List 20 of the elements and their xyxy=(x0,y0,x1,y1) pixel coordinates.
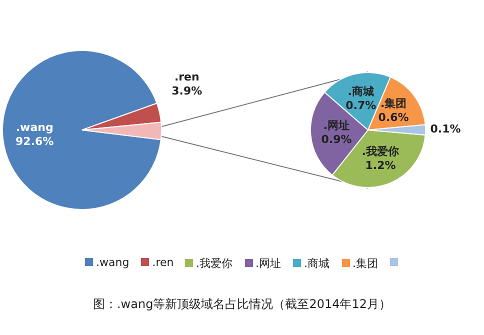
legend-label: .网址 xyxy=(254,256,281,271)
slice-label: .wang xyxy=(16,121,54,134)
legend-label: .我爱你 xyxy=(195,256,232,271)
data-label: 0.6% xyxy=(378,111,409,124)
data-label: 92.6% xyxy=(16,135,54,148)
data-label: 0.9% xyxy=(321,132,352,146)
data-label: 0.1% xyxy=(430,122,461,136)
legend-label: .wang xyxy=(95,256,130,269)
legend-label: .集团 xyxy=(352,256,378,271)
legend-label: .ren xyxy=(151,256,174,269)
data-label: 1.2% xyxy=(365,158,396,172)
data-label: 0.7% xyxy=(346,99,376,112)
text: 图：.wang等新顶级域名占比情况（截至2014年12月） xyxy=(92,296,392,313)
data-label: 3.9% xyxy=(172,84,202,98)
slice-label: .集团 xyxy=(380,97,407,110)
slice-label: .我爱你 xyxy=(362,144,400,158)
slice-label: .网址 xyxy=(323,118,350,132)
legend-label: .商城 xyxy=(303,256,330,271)
slice-label: .商城 xyxy=(348,85,374,98)
slice-label: .ren xyxy=(174,70,200,84)
